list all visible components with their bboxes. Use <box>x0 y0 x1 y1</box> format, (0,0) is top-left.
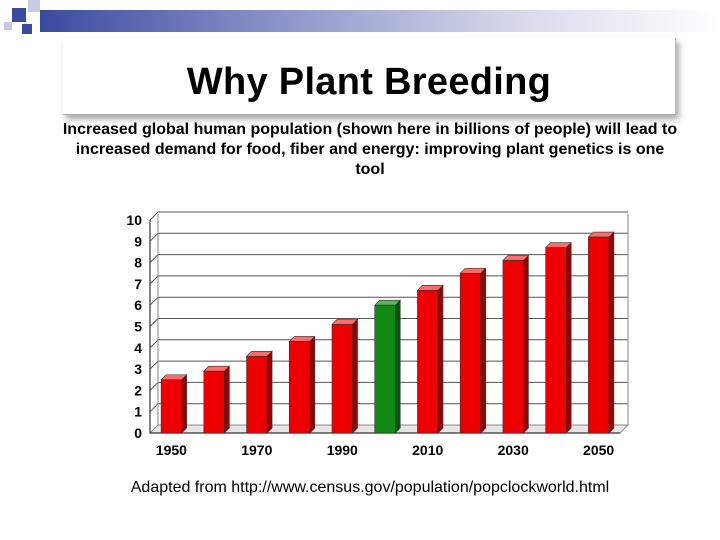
bar-side <box>608 231 615 434</box>
x-tick-label: 1970 <box>241 442 272 458</box>
bar-top <box>416 284 444 291</box>
header-gradient-bar <box>40 10 720 32</box>
x-tick-label: 2030 <box>498 442 529 458</box>
bar-face <box>459 272 482 434</box>
bar-face <box>374 304 396 434</box>
bar-top <box>502 255 530 261</box>
bar-top <box>587 231 615 238</box>
bar-1980 <box>288 335 316 434</box>
bar-1970 <box>245 350 273 434</box>
bar-1990 <box>331 318 359 434</box>
bar-2010 <box>416 284 444 434</box>
bar-top <box>374 299 401 306</box>
bar-2050 <box>587 231 615 434</box>
gridline-depth <box>149 382 159 391</box>
bar-top <box>160 374 188 381</box>
bar-side <box>565 241 572 434</box>
bar-side <box>523 254 529 434</box>
gridline-depth <box>149 339 159 349</box>
y-tick-label: 8 <box>134 255 142 271</box>
bar-face <box>588 236 610 434</box>
bar-face <box>246 356 268 434</box>
bar-side <box>480 267 487 434</box>
bar-side <box>181 374 187 434</box>
bar-side <box>437 284 444 434</box>
bar-side <box>224 365 230 434</box>
bar-face <box>545 247 567 434</box>
bar-2000 <box>374 299 401 434</box>
gridline-depth <box>149 232 159 242</box>
decorative-square <box>22 24 32 34</box>
y-tick-label: 10 <box>126 212 142 228</box>
x-tick-label: 1990 <box>327 442 358 458</box>
decorative-square <box>4 22 12 30</box>
y-tick-label: 3 <box>134 361 142 377</box>
bar-side <box>309 335 316 434</box>
bar-side <box>266 350 273 434</box>
gridline-depth <box>149 318 159 327</box>
population-bar-chart: 0 1 2 3 4 5 6 7 8 9 10 1950 1970 1990 2010 2030 2050 <box>126 211 630 458</box>
bar-1950 <box>160 374 188 434</box>
bar-1960 <box>203 365 231 434</box>
bar-side <box>394 299 401 434</box>
y-tick-label: 2 <box>134 382 142 398</box>
gridline-depth <box>149 254 159 263</box>
title-box: Why Plant Breeding <box>63 38 676 115</box>
gridline-depth <box>149 296 159 306</box>
bar-2020 <box>459 267 487 434</box>
bar-top <box>245 351 273 357</box>
bar-face <box>502 260 524 434</box>
bar-side <box>352 318 358 434</box>
bar-face <box>417 289 439 434</box>
bar-face <box>331 324 353 434</box>
bar-2030 <box>502 254 530 434</box>
x-tick-label: 1950 <box>156 442 187 458</box>
bar-top <box>459 267 487 274</box>
bar-face <box>203 370 225 434</box>
gridline-depth <box>149 403 159 413</box>
x-tick-label: 2010 <box>412 442 443 458</box>
y-tick-label: 9 <box>134 233 142 249</box>
bar-2040 <box>544 241 572 434</box>
y-tick-label: 6 <box>134 297 142 313</box>
bar-top <box>288 336 316 342</box>
bar-top <box>203 365 231 372</box>
bar-face <box>160 379 182 434</box>
slide-subtitle: Increased global human population (shown… <box>62 121 678 178</box>
bar-top <box>544 242 572 248</box>
y-tick-label: 0 <box>134 425 142 441</box>
y-tick-label: 1 <box>134 404 142 420</box>
slide-title: Why Plant Breeding <box>186 61 552 103</box>
gridline-depth <box>149 360 159 370</box>
decorative-square <box>28 0 40 12</box>
x-tick-label: 2050 <box>583 442 614 458</box>
y-tick-label: 5 <box>134 319 142 335</box>
decorative-square <box>12 8 26 22</box>
bar-top <box>331 319 359 325</box>
source-citation: Adapted from http://www.census.gov/popul… <box>130 479 610 496</box>
bar-face <box>288 341 311 434</box>
gridline-depth <box>149 211 159 221</box>
gridline-depth <box>149 275 159 285</box>
y-tick-label: 4 <box>134 340 142 356</box>
y-tick-label: 7 <box>134 276 142 292</box>
